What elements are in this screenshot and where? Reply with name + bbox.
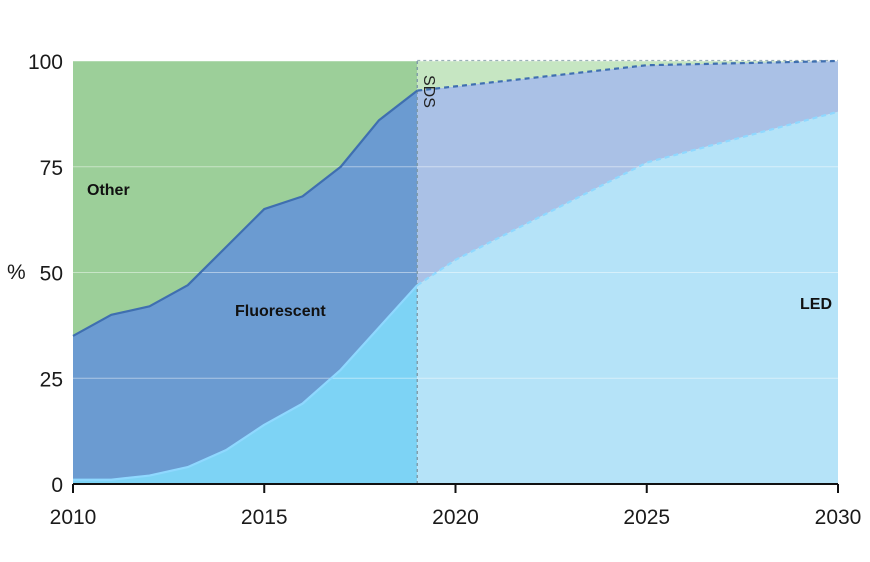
- y-axis-label: %: [7, 261, 26, 284]
- y-tick-label-50: 50: [40, 263, 63, 286]
- area-fluorescent-historical: [73, 90, 418, 480]
- label-other: Other: [87, 182, 130, 199]
- label-led: LED: [800, 296, 832, 313]
- line-fluorescent-historical: [72, 89, 418, 337]
- area-fluorescent-projection: [417, 61, 838, 286]
- line-led-historical: [73, 284, 419, 481]
- line-fluorescent-projection: [417, 59, 839, 92]
- y-tick-label-100: 100: [28, 51, 63, 74]
- x-tick-label-2030: 2030: [815, 506, 862, 529]
- x-tick-label-2015: 2015: [241, 506, 288, 529]
- x-tick-label-2020: 2020: [432, 506, 479, 529]
- axes: [72, 483, 839, 493]
- projection-label-sds: SDS: [420, 75, 437, 108]
- area-led-historical: [73, 285, 418, 484]
- series-lines: [72, 59, 839, 484]
- tick-labels: 2010 2015 2020 2025 2030 0 25 50 75 100: [28, 51, 861, 529]
- area-other-projection: [417, 61, 838, 91]
- y-tick-label-0: 0: [51, 474, 63, 497]
- label-fluorescent: Fluorescent: [235, 303, 326, 320]
- y-tick-label-25: 25: [40, 368, 63, 391]
- area-other-historical: [73, 61, 418, 336]
- area-layer: [73, 61, 838, 484]
- y-tick-label-75: 75: [40, 157, 63, 180]
- line-led-projection: [416, 110, 839, 287]
- area-led-projection: [417, 111, 838, 484]
- x-tick-label-2010: 2010: [50, 506, 97, 529]
- x-tick-label-2025: 2025: [623, 506, 670, 529]
